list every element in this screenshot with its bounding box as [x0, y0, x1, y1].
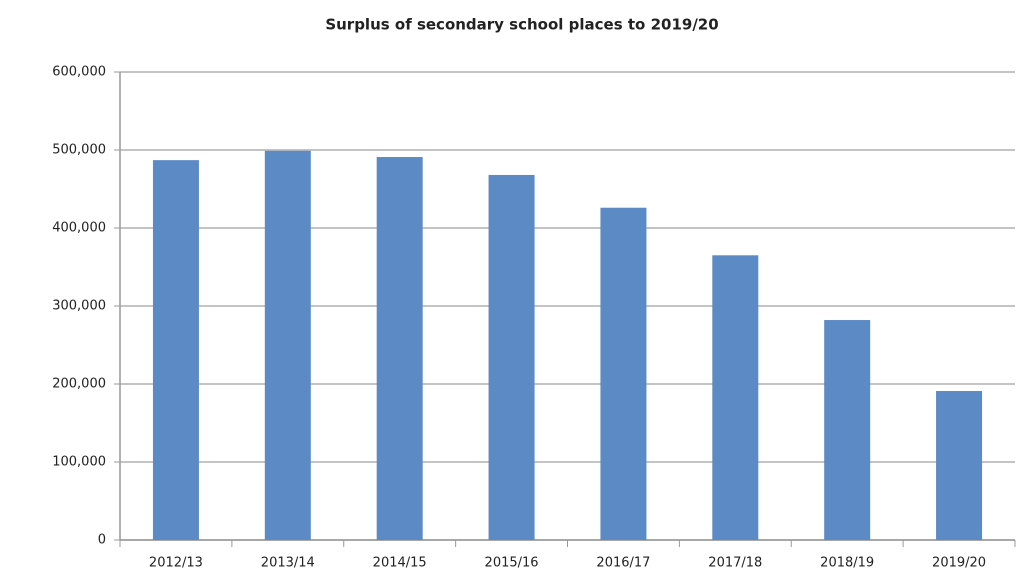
x-tick-label: 2018/19	[820, 556, 874, 571]
y-tick-label: 400,000	[52, 221, 106, 236]
bar	[712, 255, 759, 541]
bar	[264, 150, 311, 540]
y-tick-label: 500,000	[52, 143, 106, 158]
x-tick-label: 2014/15	[373, 556, 427, 571]
y-tick-label: 300,000	[52, 299, 106, 314]
x-tick-label: 2016/17	[596, 556, 650, 571]
bar	[376, 157, 423, 540]
x-tick-label: 2012/13	[149, 556, 203, 571]
x-tick-label: 2017/18	[708, 556, 762, 571]
x-tick-label: 2015/16	[485, 556, 539, 571]
x-tick-label: 2013/14	[261, 556, 315, 571]
bar	[152, 160, 199, 540]
x-tick-label: 2019/20	[932, 556, 986, 571]
y-tick-label: 100,000	[52, 455, 106, 470]
bar	[936, 391, 983, 540]
bar	[600, 207, 647, 540]
chart-title: Surplus of secondary school places to 20…	[325, 16, 718, 34]
y-tick-label: 0	[98, 533, 106, 548]
bar	[824, 320, 871, 540]
bar	[488, 174, 535, 540]
y-tick-label: 200,000	[52, 377, 106, 392]
y-tick-label: 600,000	[52, 65, 106, 80]
